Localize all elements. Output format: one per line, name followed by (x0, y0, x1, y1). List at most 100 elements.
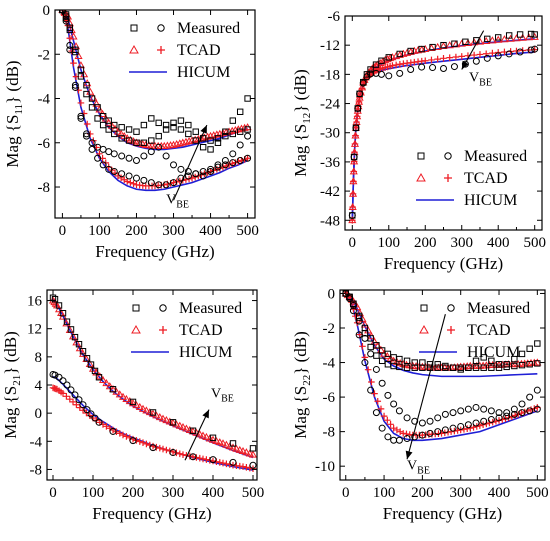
tcad-marker (71, 42, 81, 50)
y-tick-label: 16 (27, 294, 43, 310)
tcad-marker (452, 53, 460, 61)
measured-marker (464, 421, 472, 429)
legend-label-hicum: HICUM (177, 64, 230, 81)
chart-panel-s11: 0 100 200 300 400 500 0 -2 -4 -6 -8 Frequency (GHz)… (3, 3, 259, 261)
x-tick-label: 0 (59, 223, 67, 239)
tcad-marker (77, 99, 85, 107)
measured-marker (350, 300, 357, 308)
vbe-arrow-line (406, 314, 446, 460)
measured-marker (207, 137, 214, 144)
y-tick-label: -30 (320, 126, 340, 142)
tcad-marker (446, 54, 454, 61)
measured-marker (384, 433, 392, 441)
measured-marker (91, 367, 99, 375)
tcad-marker (223, 460, 230, 468)
measured-marker (133, 128, 140, 135)
measured-marker (361, 334, 369, 342)
measured-marker (109, 386, 117, 393)
measured-marker (118, 124, 125, 131)
tcad-marker (203, 456, 210, 463)
tcad-marker (69, 398, 77, 406)
measured-marker (367, 70, 375, 78)
tcad-marker (349, 203, 356, 211)
tcad-marker (386, 354, 395, 362)
legend-plus-marker (157, 46, 165, 54)
measured-marker (377, 70, 385, 78)
measured-marker (434, 364, 441, 371)
measured-marker (355, 331, 363, 339)
x-axis-label: Frequency (GHz) (95, 242, 214, 261)
y-tick-label: -4 (38, 92, 51, 108)
measured-marker (125, 126, 133, 133)
measured-marker (472, 403, 480, 411)
measured-marker (526, 345, 533, 352)
measured-marker (133, 139, 140, 146)
measured-marker (418, 63, 426, 71)
measured-marker (199, 168, 207, 176)
legend-square-marker (417, 152, 425, 160)
tcad-marker (175, 139, 184, 147)
legend-label-hicum: HICUM (464, 192, 517, 209)
legend-label-tcad: TCAD (177, 42, 221, 59)
legend-circle-marker (159, 304, 167, 312)
measured-marker (372, 365, 380, 373)
measured-marker (390, 436, 398, 444)
measured-marker (372, 409, 380, 417)
measured-marker (129, 398, 137, 406)
x-tick-label: 400 (199, 223, 222, 239)
tcad-marker (179, 451, 187, 458)
x-tick-label: 200 (125, 223, 148, 239)
measured-marker (149, 409, 157, 416)
measured-marker (385, 54, 392, 61)
measured-marker (71, 333, 79, 341)
x-tick-label: 400 (488, 485, 511, 501)
measured-marker (533, 405, 541, 413)
tcad-marker (238, 446, 248, 455)
measured-marker (229, 159, 237, 167)
y-tick-label: 8 (35, 350, 43, 366)
measured-marker (214, 161, 222, 169)
measured-marker (244, 95, 251, 102)
measured-marker (426, 417, 434, 425)
tcad-marker (159, 445, 167, 453)
measured-marker (516, 31, 524, 38)
tcad-marker (119, 431, 127, 439)
measured-marker (359, 79, 367, 87)
measured-marker (480, 364, 487, 371)
measured-marker (83, 406, 91, 414)
legend-label-measured: Measured (464, 148, 527, 165)
x-tick-label: 200 (414, 235, 437, 251)
x-tick-label: 100 (82, 485, 105, 501)
measured-marker (534, 360, 541, 367)
tcad-marker (389, 62, 396, 69)
y-axis-label-sub: 12 (301, 113, 313, 124)
tcad-marker (494, 35, 503, 43)
measured-marker (67, 386, 75, 394)
measured-marker (229, 130, 236, 138)
measured-marker (384, 350, 392, 358)
tcad-marker (440, 55, 447, 62)
measured-marker (118, 170, 126, 178)
measured-marker (526, 393, 534, 401)
tcad-marker (138, 404, 148, 412)
measured-marker (99, 161, 107, 169)
tcad-marker (123, 433, 130, 440)
measured-marker (244, 132, 252, 140)
y-axis-label-sub: 11 (13, 104, 25, 115)
tcad-marker (351, 140, 359, 148)
measured-marker (472, 357, 480, 365)
legend-label-measured: Measured (179, 300, 242, 317)
tcad-marker (219, 459, 227, 467)
measured-marker (75, 396, 83, 404)
tcad-marker (349, 190, 357, 198)
tcad-marker (127, 179, 134, 186)
measured-marker (236, 128, 244, 135)
tcad-marker (353, 118, 360, 126)
tcad-marker (439, 41, 448, 50)
tcad-marker (433, 42, 442, 50)
measured-marker (184, 168, 192, 176)
tcad-marker (66, 34, 74, 42)
tcad-marker (488, 36, 497, 44)
measured-marker (221, 156, 229, 164)
tcad-marker (512, 34, 521, 42)
